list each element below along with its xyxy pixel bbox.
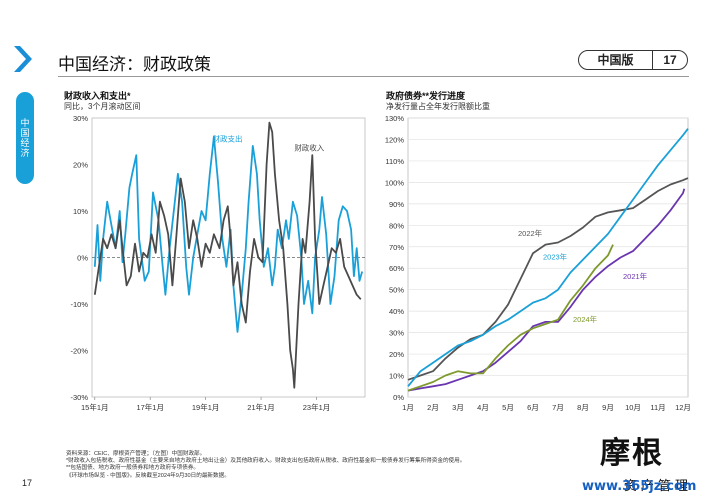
watermark: www.365jz.com	[582, 479, 697, 494]
series-label: 财政支出	[213, 133, 243, 143]
series-line	[407, 244, 614, 392]
footer-page-number: 17	[22, 478, 33, 488]
series-label: 2021年	[623, 271, 648, 281]
y-tick-label: 100%	[385, 178, 405, 187]
sidebar: 中国经济	[0, 0, 40, 500]
y-tick-label: 70%	[389, 243, 404, 252]
footnotes: 资料来源：CEIC、摩根资产管理；（左图）中国财政部。 *财政收入包括税收、政府…	[66, 451, 465, 480]
section-tab[interactable]: 中国经济	[16, 92, 34, 184]
footnote-source: 资料来源：CEIC、摩根资产管理；（左图）中国财政部。	[66, 451, 206, 457]
chevron-right-icon	[14, 46, 32, 72]
bond-issuance-progress-chart: 130% 120% 110% 100% 90% 80% 70% 60% 50% 40% 30% 20%…	[385, 114, 691, 412]
x-tick-label: 8月	[577, 403, 589, 412]
y-tick-label: 110%	[385, 157, 404, 166]
x-tick-label: 4月	[477, 403, 489, 412]
header-page-number: 17	[663, 53, 677, 67]
y-tick-label: 130%	[385, 114, 405, 123]
x-tick-label: 9月	[602, 403, 614, 412]
y-tick-label: -30%	[70, 393, 88, 402]
brand-logo: 摩根	[600, 436, 664, 471]
x-tick-label: 3月	[452, 403, 464, 412]
footnote-1: *财政收入包括税收、政府性基金（主要来自地方政府土地出让金）及其他政府收入。财政…	[66, 458, 466, 465]
right-chart-title: 政府债券**发行进度	[386, 91, 466, 101]
series-line	[407, 128, 689, 387]
x-tick-label: 1月	[402, 403, 414, 412]
series-label: 财政收入	[294, 143, 324, 153]
x-tick-label: 6月	[527, 403, 539, 412]
series-line	[407, 177, 689, 381]
edition-badge: 中国版 17	[578, 50, 688, 70]
y-tick-label: 90%	[389, 200, 404, 209]
y-tick-label: 10%	[73, 207, 88, 216]
y-tick-label: 20%	[389, 350, 404, 359]
y-tick-label: 30%	[389, 329, 404, 338]
x-tick-label: 12月	[675, 403, 691, 412]
left-chart-title: 财政收入和支出*	[64, 91, 131, 101]
x-tick-label: 23年1月	[303, 402, 331, 412]
y-tick-label: 40%	[389, 307, 404, 316]
x-tick-label: 2月	[427, 403, 439, 412]
x-tick-label: 7月	[552, 403, 564, 412]
x-tick-label: 19年1月	[192, 402, 220, 412]
series-label: 2022年	[518, 228, 543, 238]
y-tick-label: 30%	[73, 114, 88, 123]
y-tick-label: 50%	[389, 286, 404, 295]
header-divider	[58, 76, 689, 77]
footnote-3: 《环球市场纵览 - 中国版》。反映截至2024年9月30日的最新数据。	[66, 472, 230, 479]
x-tick-label: 11月	[650, 403, 665, 412]
y-tick-label: 120%	[385, 135, 405, 144]
y-tick-label: 20%	[73, 161, 88, 170]
x-tick-label: 5月	[502, 403, 514, 412]
brand-logo-subtitle: 资产管理	[624, 479, 693, 494]
x-tick-label: 10月	[625, 403, 641, 412]
series-line	[93, 135, 364, 333]
y-tick-label: 0%	[77, 254, 88, 263]
x-tick-label: 15年1月	[81, 402, 109, 412]
y-tick-label: -10%	[70, 300, 88, 309]
series-label: 2024年	[573, 314, 598, 324]
y-tick-label: 0%	[393, 393, 404, 402]
y-tick-label: 60%	[389, 264, 404, 273]
series-line	[93, 121, 362, 389]
left-chart-subtitle: 同比，3个月滚动区间	[64, 102, 141, 111]
x-tick-label: 17年1月	[136, 402, 164, 412]
fiscal-revenue-expenditure-chart: 30% 20% 10% 0% -10% -20% -30%15年1月 17年1月 19年1月 21…	[70, 114, 366, 412]
page-title: 中国经济：财政政策	[58, 55, 211, 74]
right-chart-subtitle: 净发行量占全年发行限额比重	[386, 102, 490, 111]
y-tick-label: 10%	[389, 372, 404, 381]
footnote-2: **包括国债、地方政府一般债券和地方政府专项债券。	[66, 465, 200, 472]
edition-label: 中国版	[579, 51, 653, 69]
series-label: 2023年	[543, 252, 568, 262]
y-tick-label: 80%	[389, 221, 404, 230]
y-tick-label: -20%	[70, 347, 88, 356]
x-tick-label: 21年1月	[247, 402, 275, 412]
